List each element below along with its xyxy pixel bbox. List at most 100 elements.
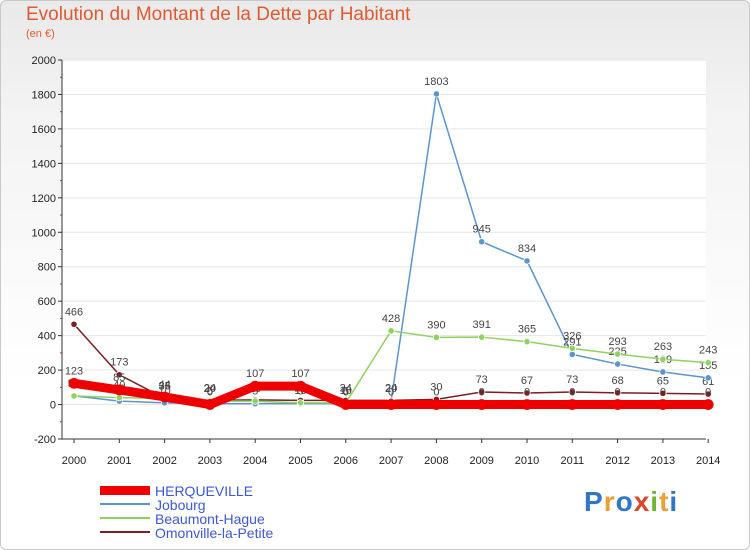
data-point — [251, 397, 259, 405]
data-point — [113, 384, 125, 396]
data-point — [659, 389, 667, 397]
y-tick-label: 2000 — [32, 55, 56, 67]
data-point — [432, 333, 440, 341]
legend-label-beaumont-hague: Beaumont-Hague — [155, 511, 265, 527]
data-label: 365 — [518, 324, 536, 336]
data-label: 0 — [388, 387, 394, 399]
data-label: 107 — [246, 368, 264, 380]
data-point — [70, 392, 78, 400]
data-point — [613, 360, 622, 368]
data-label: 428 — [382, 313, 400, 325]
legend-label-omonville-la-petite: Omonville-la-Petite — [155, 525, 274, 541]
x-tick-label: 2009 — [469, 455, 493, 467]
data-point — [568, 344, 576, 352]
data-point — [523, 389, 531, 397]
logo-letter: t — [659, 486, 670, 517]
data-label: 123 — [65, 365, 83, 377]
data-point — [385, 399, 397, 410]
data-point — [68, 377, 80, 389]
data-label: 5 — [343, 386, 349, 398]
data-point — [115, 371, 123, 379]
legend-swatch-beaumont-hague — [100, 517, 150, 519]
data-point — [704, 359, 712, 367]
chart-subtitle: (en €) — [26, 28, 55, 40]
data-point — [478, 388, 486, 396]
legend-label-jobourg: Jobourg — [155, 497, 206, 513]
data-label: 44 — [158, 379, 170, 391]
data-point — [115, 394, 123, 402]
x-tick-label: 2001 — [107, 455, 131, 467]
data-label: 73 — [566, 374, 578, 386]
x-tick-label: 2007 — [379, 455, 403, 467]
x-tick-label: 2010 — [515, 455, 539, 467]
data-label: 945 — [473, 224, 491, 236]
data-point — [476, 399, 488, 410]
data-label: 35 — [158, 381, 170, 393]
data-label: 0 — [569, 387, 575, 399]
data-point — [568, 350, 576, 359]
data-point — [659, 355, 667, 363]
logo-letter: i — [650, 486, 660, 517]
y-tick-label: -200 — [34, 434, 56, 446]
data-label: 0 — [524, 387, 530, 399]
data-label: 263 — [654, 341, 672, 353]
data-label: 391 — [473, 319, 491, 331]
x-tick-label: 2003 — [198, 455, 222, 467]
x-tick-label: 2000 — [62, 455, 86, 467]
data-label: 67 — [521, 375, 533, 387]
data-label: 5 — [297, 386, 303, 398]
logo-letter: o — [615, 486, 634, 517]
data-point — [430, 399, 442, 410]
data-point — [702, 399, 714, 410]
data-point — [296, 399, 305, 407]
x-tick-label: 2013 — [651, 455, 675, 467]
data-label: 0 — [207, 387, 213, 399]
proxiti-logo: Proxiti — [584, 486, 678, 518]
data-point — [249, 380, 261, 392]
x-tick-label: 2004 — [243, 455, 267, 467]
logo-letter: i — [669, 486, 679, 517]
data-point — [478, 333, 486, 341]
data-point — [704, 374, 712, 382]
data-label: 20 — [204, 383, 216, 395]
data-point — [521, 399, 533, 410]
data-label: 0 — [433, 387, 439, 399]
data-point — [657, 399, 669, 410]
data-point — [613, 350, 622, 358]
data-point — [612, 399, 623, 410]
data-label: 0 — [705, 387, 711, 399]
data-label: 5 — [252, 386, 258, 398]
data-point — [432, 90, 440, 98]
legend-swatch-jobourg — [100, 503, 150, 505]
data-label: 20 — [385, 383, 397, 395]
y-tick-label: 600 — [38, 296, 56, 308]
data-label: 85 — [113, 372, 125, 384]
data-label: 243 — [699, 345, 717, 357]
data-point — [659, 368, 667, 376]
chart-title: Evolution du Montant de la Dette par Hab… — [26, 4, 411, 25]
data-label: 466 — [65, 306, 83, 318]
data-point — [387, 327, 395, 335]
logo-letter: P — [584, 486, 604, 517]
data-point — [340, 399, 352, 410]
data-label: 10 — [340, 385, 352, 397]
y-tick-label: 1800 — [32, 89, 56, 101]
y-tick-label: 1000 — [32, 227, 56, 239]
x-tick-label: 2005 — [288, 455, 312, 467]
data-point — [159, 391, 171, 403]
data-label: 291 — [563, 336, 581, 348]
data-label: 0 — [343, 387, 349, 399]
x-tick-label: 2011 — [560, 455, 584, 467]
legend-swatch-herqueville — [100, 486, 150, 495]
data-point — [295, 380, 306, 392]
legend-swatch-omonville-la-petite — [100, 531, 150, 533]
data-point — [566, 399, 578, 410]
data-point — [70, 320, 78, 328]
data-label: 36 — [158, 380, 170, 392]
data-point — [704, 390, 712, 398]
x-tick-label: 2002 — [152, 455, 176, 467]
logo-letter: r — [603, 486, 616, 517]
plot-area — [62, 60, 706, 439]
data-label: 24 — [340, 382, 352, 394]
